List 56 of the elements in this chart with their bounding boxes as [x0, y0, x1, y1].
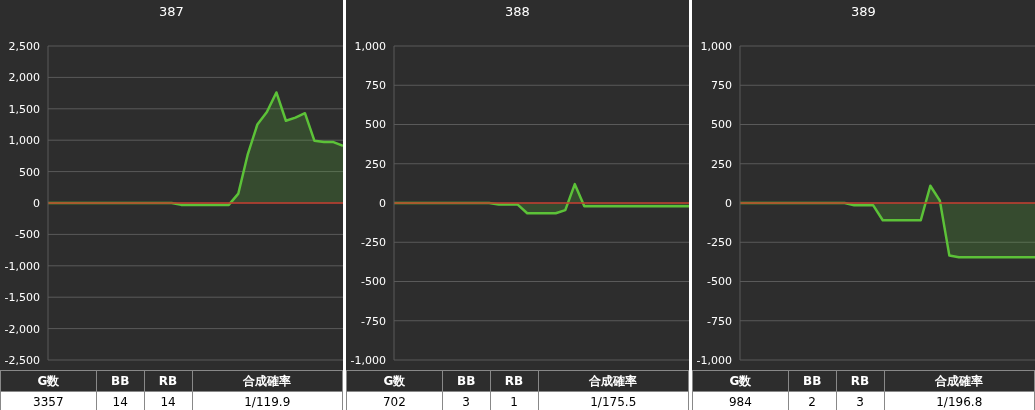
y-tick-label: 500 — [711, 118, 732, 132]
text: G数 — [0, 370, 97, 392]
text: G数 — [692, 370, 789, 392]
chart-title: 387 — [158, 3, 185, 21]
text: BB — [788, 370, 837, 392]
text: 984 — [692, 391, 789, 410]
y-tick-label: 250 — [711, 157, 732, 171]
y-tick-label: 750 — [365, 79, 386, 93]
text: 702 — [346, 391, 443, 410]
y-tick-label: 0 — [33, 196, 40, 210]
y-tick-label: -750 — [361, 314, 386, 328]
text: 3 — [836, 391, 884, 410]
y-tick-label: -1,000 — [4, 259, 40, 273]
text: 14 — [144, 391, 192, 410]
y-tick-label: -1,000 — [696, 353, 732, 367]
y-tick-label: -750 — [707, 314, 732, 328]
y-tick-label: 2,000 — [8, 71, 40, 85]
text: 1/196.8 — [884, 391, 1035, 410]
y-tick-label: -500 — [15, 228, 40, 242]
y-tick-label: 1,000 — [354, 39, 386, 53]
text: 1 — [490, 391, 538, 410]
y-tick-label: 2,500 — [8, 39, 40, 53]
y-tick-label: -2,000 — [4, 322, 40, 336]
text: RB — [836, 370, 884, 392]
text: 3 — [442, 391, 491, 410]
text: 2 — [788, 391, 837, 410]
y-tick-label: -1,500 — [4, 291, 40, 305]
y-tick-label: -500 — [707, 275, 732, 289]
text: BB — [96, 370, 145, 392]
y-tick-label: -2,500 — [4, 353, 40, 367]
text: 14 — [96, 391, 145, 410]
text: 1/175.5 — [538, 391, 689, 410]
y-tick-label: 0 — [725, 196, 732, 210]
text: 合成確率 — [884, 370, 1035, 392]
y-tick-label: 500 — [365, 118, 386, 132]
y-tick-label: 500 — [19, 165, 40, 179]
text: G数 — [346, 370, 443, 392]
chart-title: 388 — [504, 3, 531, 21]
text: 1/119.9 — [192, 391, 343, 410]
y-tick-label: 1,000 — [8, 134, 40, 148]
y-tick-label: -250 — [361, 236, 386, 250]
y-tick-label: -1,000 — [350, 353, 386, 367]
y-tick-label: 0 — [379, 196, 386, 210]
y-tick-label: -500 — [361, 275, 386, 289]
chart-title: 389 — [850, 3, 877, 21]
text: RB — [490, 370, 538, 392]
y-tick-label: -250 — [707, 236, 732, 250]
text: BB — [442, 370, 491, 392]
y-tick-label: 1,000 — [700, 39, 732, 53]
text: 合成確率 — [538, 370, 689, 392]
y-tick-label: 250 — [365, 157, 386, 171]
y-tick-label: 1,500 — [8, 102, 40, 116]
text: RB — [144, 370, 192, 392]
text: 合成確率 — [192, 370, 343, 392]
text: 3357 — [0, 391, 97, 410]
y-tick-label: 750 — [711, 79, 732, 93]
